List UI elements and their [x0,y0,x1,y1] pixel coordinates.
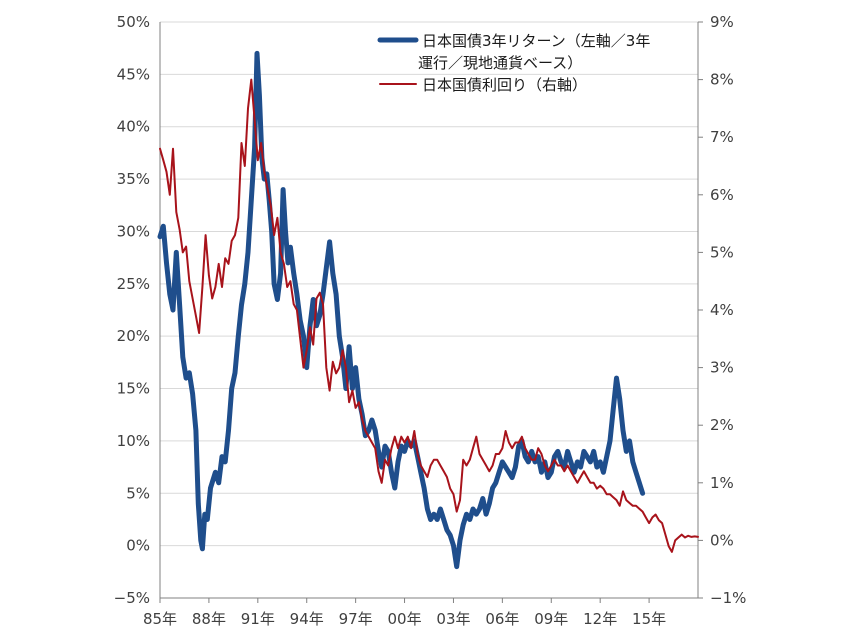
x-tick-label: 15年 [632,610,666,628]
left-tick-label: 25% [117,275,150,293]
left-tick-label: 50% [117,13,150,31]
left-tick-label: 0% [126,537,150,555]
right-tick-label: 2% [710,416,734,434]
right-tick-label: 7% [710,128,734,146]
legend-label: 運行／現地通貨ベース） [418,54,582,72]
legend-label: 日本国債3年リターン（左軸／3年 [422,32,650,50]
series-layer [157,50,699,570]
right-tick-label: 3% [710,359,734,377]
left-tick-label: 20% [117,327,150,345]
right-tick-label: 6% [710,186,734,204]
right-tick-label: 9% [710,13,734,31]
right-tick-label: 0% [710,531,734,549]
left-tick-label: 10% [117,432,150,450]
x-axis-ticks: 85年 88年 91年 94年 97年 00年 03年 06年 09年 12年 15年 [143,598,666,628]
left-tick-label: −5% [114,589,150,607]
right-tick-label: 1% [710,474,734,492]
series-line-yield [159,78,699,553]
right-tick-label: 5% [710,243,734,261]
x-tick-label: 85年 [143,610,177,628]
right-tick-label: −1% [710,589,746,607]
x-tick-label: 00年 [387,610,421,628]
x-tick-label: 12年 [583,610,617,628]
x-tick-label: 03年 [436,610,470,628]
right-axis-ticks: −1% 0% 1% 2% 3% 4% 5% 6% 7% 8% 9% [698,13,746,607]
left-axis-ticks: −5% 0% 5% 10% 15% 20% 25% 30% 35% 40% 45% 50% [114,13,150,607]
x-tick-label: 91年 [241,610,275,628]
x-tick-label: 94年 [290,610,324,628]
x-tick-label: 06年 [485,610,519,628]
right-tick-label: 4% [710,301,734,319]
left-tick-label: 45% [117,65,150,83]
series-line-return [157,50,646,570]
x-tick-label: 09年 [534,610,568,628]
left-tick-label: 5% [126,484,150,502]
legend-label: 日本国債利回り（右軸） [422,76,587,94]
left-tick-label: 40% [117,118,150,136]
right-tick-label: 8% [710,71,734,89]
x-tick-label: 88年 [192,610,226,628]
grid [160,21,698,547]
left-tick-label: 30% [117,222,150,240]
left-tick-label: 35% [117,170,150,188]
x-tick-label: 97年 [339,610,373,628]
left-tick-label: 15% [117,380,150,398]
